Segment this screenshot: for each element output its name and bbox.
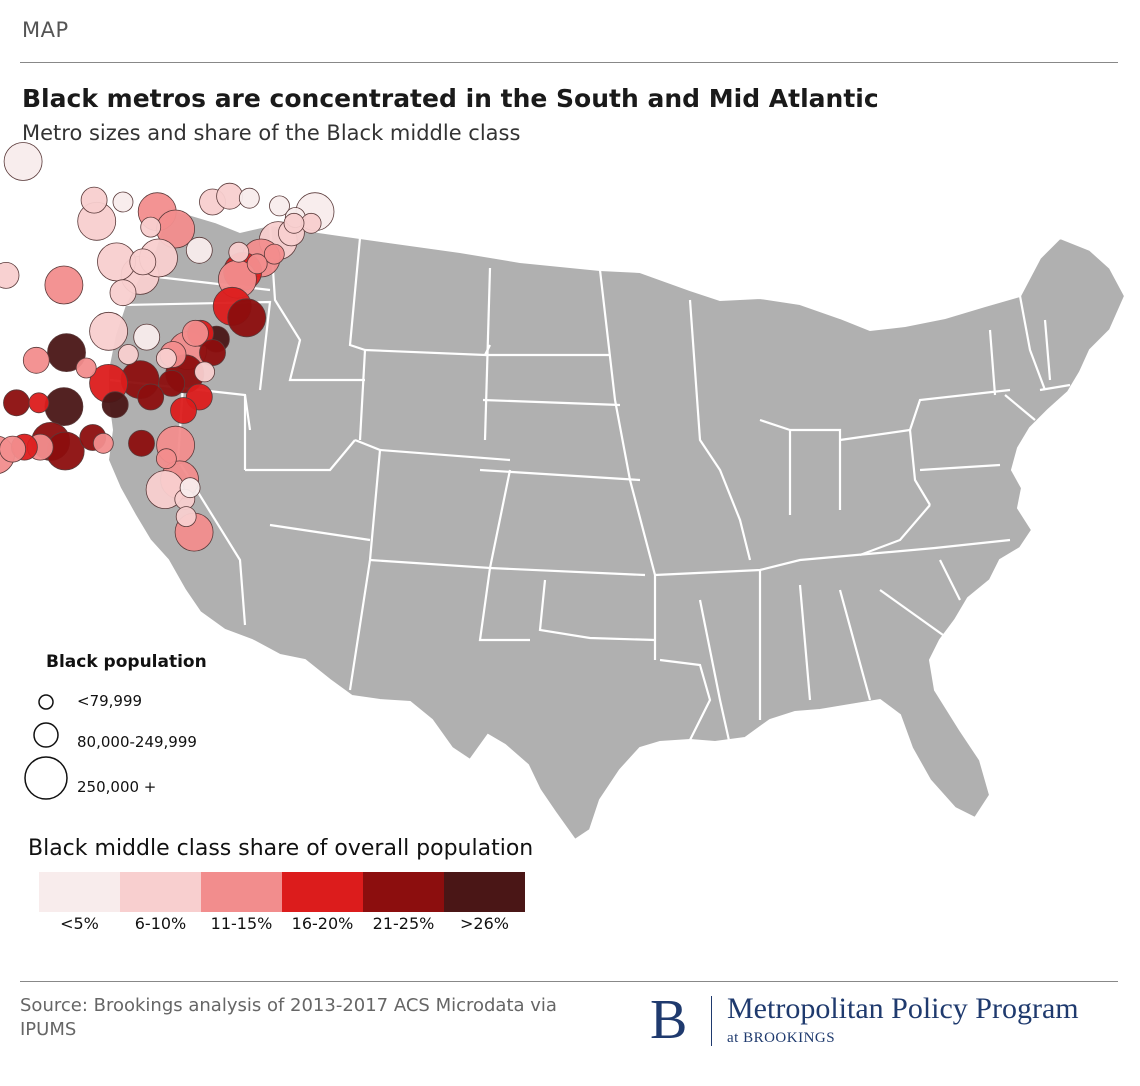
metro-bubble: [263, 243, 285, 265]
metro-bubble: [22, 346, 50, 374]
metro-bubble: [3, 142, 43, 181]
legend-swatch: [282, 872, 363, 912]
legend-swatch: [363, 872, 444, 912]
metro-bubble: [158, 369, 186, 397]
metro-bubble: [179, 477, 201, 499]
metro-bubble: [128, 429, 155, 457]
legend-swatch-label: 11-15%: [210, 914, 273, 933]
metro-bubble: [227, 298, 267, 338]
metro-bubble: [129, 248, 157, 276]
page-subtitle: Metro sizes and share of the Black middl…: [22, 121, 521, 145]
metro-bubble: [80, 186, 108, 214]
metro-bubble: [181, 319, 209, 347]
metro-bubble: [117, 344, 139, 365]
program-affiliation: at BROOKINGS: [727, 1030, 836, 1046]
metro-bubbles: [0, 142, 335, 552]
size-legend-medium-label: 80,000-249,999: [77, 733, 197, 751]
size-legend-large-circle: [24, 756, 68, 800]
metro-bubble: [283, 212, 305, 234]
page-title: Black metros are concentrated in the Sou…: [22, 84, 879, 113]
metro-bubble: [170, 397, 197, 424]
legend-swatch-label: 21-25%: [372, 914, 435, 933]
legend-swatch: [201, 872, 282, 912]
metro-bubble: [228, 241, 250, 263]
bottom-divider: [20, 981, 1118, 982]
metro-bubble: [0, 435, 26, 463]
metro-bubble: [238, 187, 260, 209]
metro-bubble: [44, 265, 84, 305]
metro-bubble: [155, 347, 177, 369]
legend-swatch: [120, 872, 201, 912]
metro-bubble: [216, 182, 244, 210]
metro-bubble: [246, 253, 268, 275]
legend-swatch-label: <5%: [60, 914, 99, 933]
metro-bubble: [47, 333, 86, 373]
logo-divider: [711, 996, 712, 1046]
top-divider: [20, 62, 1118, 63]
metro-bubble: [3, 389, 30, 417]
metro-bubble: [28, 392, 50, 414]
metro-bubble: [75, 357, 97, 379]
metro-bubble: [92, 432, 114, 454]
metro-bubble: [89, 311, 128, 351]
metro-bubble: [133, 323, 161, 351]
brookings-b-logo: B: [650, 989, 688, 1051]
section-kicker: MAP: [22, 18, 69, 42]
metro-bubble: [175, 506, 197, 527]
metro-bubble: [44, 387, 84, 427]
size-legend-small-label: <79,999: [77, 692, 143, 710]
legend-swatch: [444, 872, 525, 912]
metro-bubble: [185, 236, 213, 264]
metro-bubble: [112, 191, 134, 213]
source-note: Source: Brookings analysis of 2013-2017 …: [20, 995, 557, 1040]
metro-bubble: [101, 391, 129, 419]
legend-swatch-label: 6-10%: [134, 914, 187, 933]
metro-bubble: [140, 216, 162, 238]
metro-bubble: [194, 361, 216, 383]
legend-swatch: [39, 872, 120, 912]
metro-bubble: [155, 448, 177, 470]
legend-swatch-label: 16-20%: [291, 914, 354, 933]
program-name: Metropolitan Policy Program: [727, 992, 1079, 1025]
metro-bubble: [0, 262, 20, 289]
metro-bubble: [137, 383, 165, 411]
size-legend-title: Black population: [46, 652, 207, 672]
legend-swatch-label: >26%: [460, 914, 509, 933]
size-legend-small-circle: [38, 694, 54, 710]
state-borders: [109, 224, 1071, 746]
color-legend-title: Black middle class share of overall popu…: [28, 836, 534, 861]
metro-bubble: [109, 279, 137, 307]
us-land: [106, 206, 1127, 842]
size-legend-medium-circle: [33, 722, 59, 748]
size-legend-large-label: 250,000 +: [77, 778, 157, 796]
metro-bubble: [269, 195, 290, 217]
